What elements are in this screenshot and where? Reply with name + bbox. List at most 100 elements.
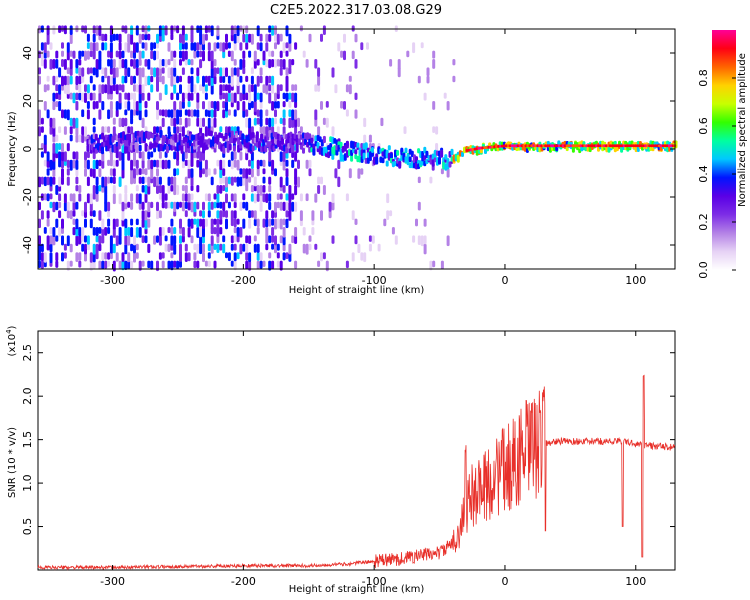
spectrogram-cell	[236, 84, 240, 95]
spectrogram-cell	[156, 201, 159, 212]
spectrogram-cell	[156, 176, 159, 186]
spectrogram-cell	[317, 67, 321, 77]
spectrogram-cell	[190, 42, 194, 51]
spectrogram-cell	[207, 193, 211, 202]
spectrogram-cell	[179, 218, 182, 229]
spectrogram-cell	[471, 147, 475, 151]
spectrogram-cell	[144, 168, 148, 176]
spectrogram-cell	[115, 50, 119, 58]
spectrogram-cell	[256, 25, 260, 37]
spectrogram-cell	[118, 176, 122, 187]
spectrogram-cell	[196, 109, 200, 118]
spectrogram-cell	[196, 67, 200, 77]
spectrogram-cell	[167, 109, 171, 118]
spectrogram-cell	[86, 84, 90, 94]
spectrogram-cell	[207, 260, 211, 267]
spectrogram-cell	[135, 218, 139, 226]
spectrogram-cell	[40, 260, 44, 269]
spectrogram-cell	[109, 243, 113, 254]
spectrogram-cell	[38, 235, 41, 245]
spectrogram-cell	[219, 176, 223, 185]
spectrogram-cell	[230, 33, 234, 42]
spectrogram-cell	[271, 84, 275, 94]
spectrogram-cell	[40, 151, 44, 158]
spectrogram-cell	[274, 25, 277, 35]
spectrogram-cell	[98, 50, 102, 62]
spectrogram-cell	[52, 75, 56, 86]
spectrogram-cell	[207, 243, 211, 252]
spectrogram-cell	[101, 227, 105, 237]
spectrogram-cell	[158, 210, 162, 219]
spectrogram-cell	[158, 185, 162, 194]
spectrogram-cell	[366, 42, 369, 50]
spectrogram-cell	[190, 185, 194, 191]
spectrogram-cell	[187, 84, 191, 93]
spectrogram-cell	[219, 185, 223, 194]
spectrogram-cell	[164, 159, 168, 170]
spectrogram-cell	[368, 134, 372, 143]
spectrogram-cell	[52, 168, 56, 178]
spectrogram-cell	[230, 210, 234, 221]
spectrogram-cell	[49, 59, 53, 70]
spectrogram-cell	[256, 227, 260, 235]
spectrogram-cell	[150, 168, 154, 179]
spectrogram-cell	[158, 235, 162, 246]
spectrogram-cell	[256, 159, 260, 170]
spectrogram-cell	[181, 126, 185, 137]
spectrogram-cell	[141, 151, 145, 161]
spectrogram-cell	[196, 243, 200, 254]
spectrogram-cell	[274, 201, 277, 213]
spectrogram-cell	[98, 109, 102, 120]
spectrogram-cell	[135, 101, 139, 112]
spectrogram-cell	[225, 109, 228, 118]
spectrogram-cell	[343, 50, 346, 61]
spectrogram-cell	[210, 109, 214, 118]
spectrogram-cell	[43, 101, 47, 111]
spectrogram-cell	[173, 151, 177, 160]
spectrogram-cell	[72, 210, 76, 217]
spectrogram-cell	[210, 84, 214, 95]
spectrogram-cell	[239, 176, 243, 187]
spectrogram-cell	[276, 252, 280, 259]
spectrogram-cell	[84, 218, 87, 228]
spectrogram-cell	[40, 42, 44, 51]
spectrogram-cell	[135, 227, 139, 238]
spectrogram-cell	[317, 176, 321, 185]
spectrogram-cell	[216, 201, 220, 209]
spectrogram-cell	[147, 201, 151, 213]
spectrogram-cell	[69, 126, 73, 135]
colorbar-tick-label: 0.4	[697, 165, 710, 183]
spectrogram-cell	[141, 201, 145, 210]
spectrogram-cell	[84, 126, 87, 137]
spectrogram-cell	[417, 75, 421, 84]
spectrogram-cell	[276, 33, 280, 45]
spectrogram-cell	[328, 201, 332, 212]
spectrogram-cell	[282, 117, 286, 126]
spectrogram-cell	[153, 126, 157, 135]
spectrogram-cell	[534, 144, 537, 148]
spectrogram-cell	[138, 144, 142, 152]
spectrogram-cell	[52, 159, 56, 170]
spectrogram-cell	[404, 147, 408, 154]
spectrogram-cell	[121, 151, 125, 162]
spectrogram-cell	[452, 75, 456, 83]
spectrogram-cell	[61, 151, 64, 162]
spectrogram-cell	[138, 168, 142, 175]
spectrogram-cell	[158, 75, 162, 83]
spectrogram-cell	[274, 218, 277, 230]
spectrogram-cell	[179, 42, 182, 51]
spectrogram-cell	[84, 235, 87, 243]
spectrogram-cell	[248, 33, 252, 43]
spectrogram-cell	[75, 168, 79, 177]
spectrogram-cell	[55, 75, 59, 83]
spectrogram-cell	[271, 227, 275, 236]
spectrogram-cell	[262, 126, 266, 135]
spectrogram-cell	[92, 193, 96, 200]
spectrogram-cell	[288, 243, 292, 255]
spectrogram-cell	[104, 185, 108, 196]
spectrogram-cell	[38, 243, 41, 254]
spectrogram-cell	[288, 210, 292, 221]
spectrogram-cell	[259, 159, 263, 167]
spectrogram-cell	[133, 84, 136, 92]
spectrogram-cell	[308, 33, 312, 43]
